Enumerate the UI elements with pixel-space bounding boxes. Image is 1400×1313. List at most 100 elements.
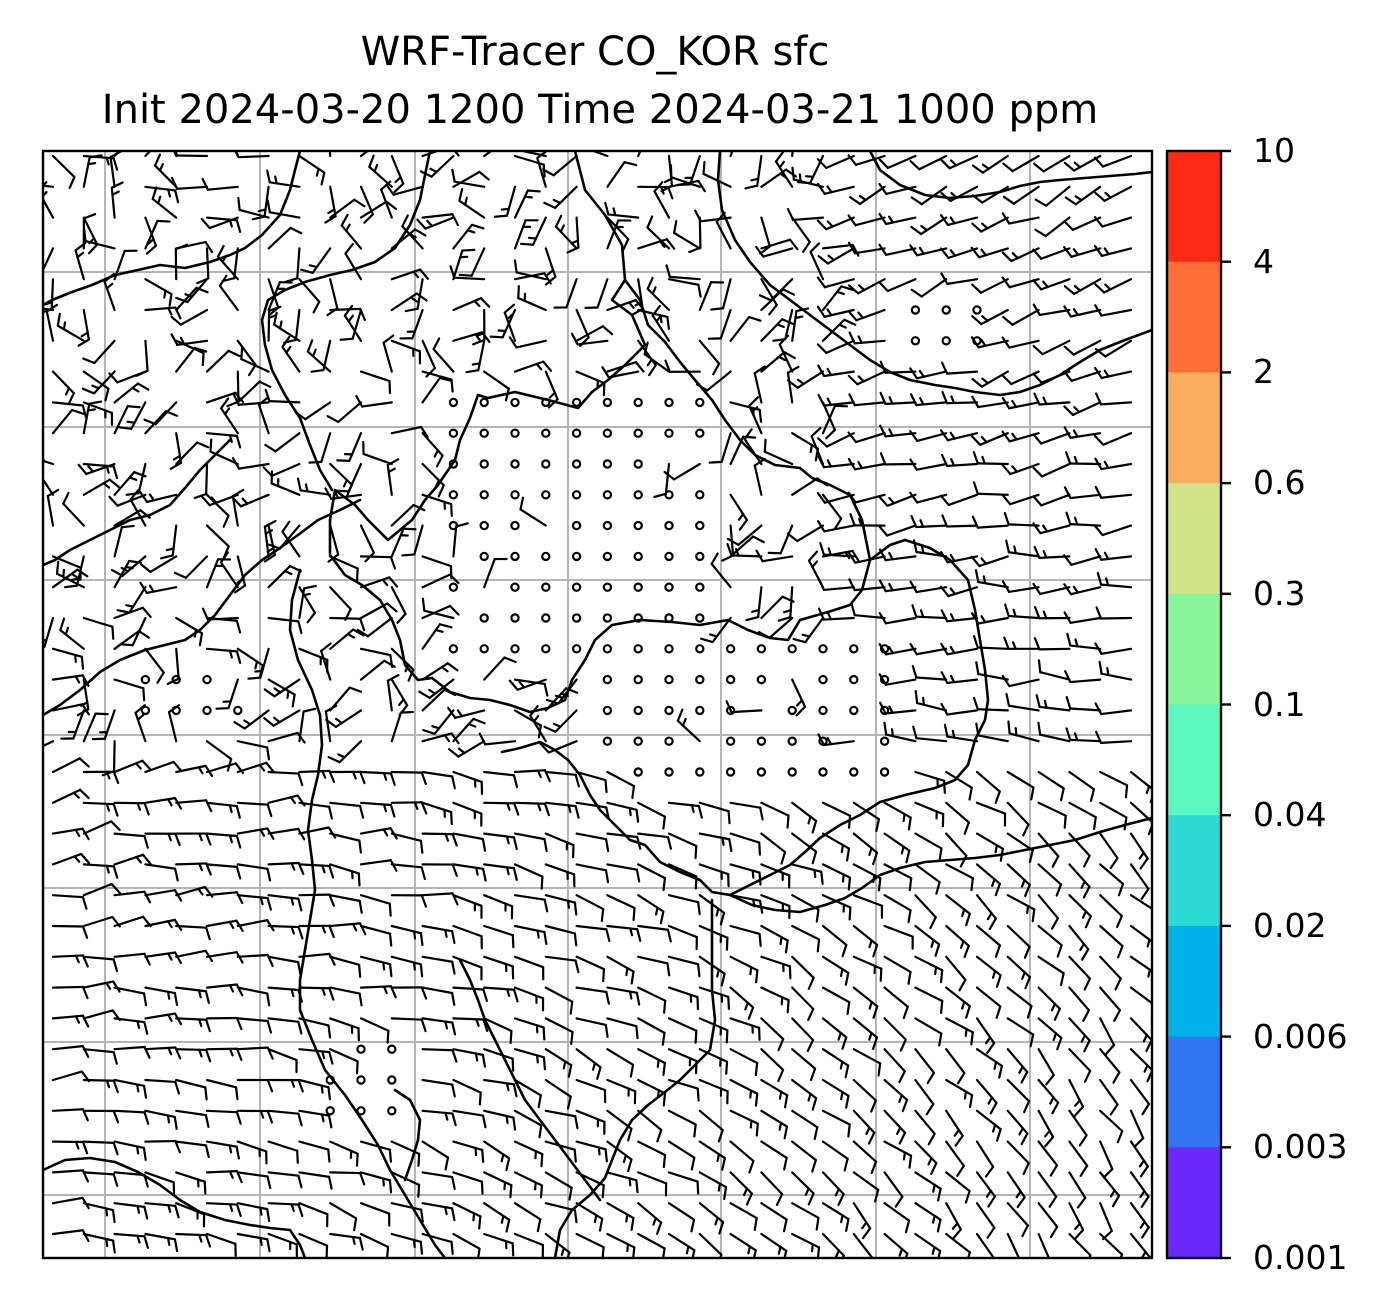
wind-barb [298, 154, 326, 186]
wind-barb [584, 278, 609, 309]
wind-barb [205, 1202, 242, 1218]
wind-barb [575, 1140, 608, 1163]
wind-barb [113, 630, 150, 650]
wind-barb [878, 493, 917, 507]
calm-wind-marker [571, 459, 582, 469]
wind-barb [236, 1202, 271, 1223]
wind-barb [308, 432, 332, 464]
wind-barb [298, 1048, 334, 1065]
wind-barb [390, 647, 415, 682]
calm-wind-marker [356, 1106, 366, 1116]
wind-barb [390, 425, 429, 439]
wind-barb [1093, 154, 1133, 168]
wind-barb [708, 432, 732, 464]
wind-barb [1032, 303, 1071, 317]
wind-barb [483, 1232, 515, 1257]
wind-barb [51, 401, 88, 419]
wind-barb [1006, 986, 1033, 1019]
wind-barb [786, 365, 800, 404]
wind-barb [205, 983, 244, 997]
calm-wind-marker [787, 767, 797, 777]
calm-wind-marker [633, 459, 643, 469]
wind-barb [236, 1017, 273, 1034]
wind-barb [729, 1048, 759, 1077]
wind-barb [821, 1017, 848, 1050]
wind-barb [939, 214, 979, 227]
wind-barb [144, 278, 173, 308]
wind-barb [637, 1140, 667, 1169]
wind-barb [421, 863, 458, 877]
calm-wind-marker [756, 674, 767, 685]
wind-barb [544, 247, 557, 286]
wind-barb [1068, 924, 1090, 961]
wind-barb [404, 278, 424, 313]
wind-barb [452, 955, 483, 981]
wind-barb [817, 364, 855, 378]
wind-barb [879, 424, 917, 438]
wind-barb [113, 249, 138, 281]
wind-barb [356, 616, 393, 638]
wind-barb [483, 557, 508, 589]
wind-barb [606, 1109, 633, 1142]
calm-wind-marker [602, 736, 613, 746]
wind-barb [421, 1140, 450, 1171]
wind-barb [878, 182, 917, 195]
wind-barb [883, 894, 912, 924]
wind-barb [401, 214, 424, 250]
wind-barb [452, 1048, 487, 1068]
wind-barb [175, 1171, 207, 1195]
calm-wind-marker [510, 490, 520, 500]
wind-barb [1068, 986, 1091, 1022]
wind-barb [945, 1202, 962, 1240]
wind-barb [821, 832, 851, 862]
wind-barb [637, 924, 672, 943]
wind-barb [452, 331, 491, 344]
wind-barb [483, 1048, 515, 1072]
wind-barb [236, 740, 271, 761]
wind-barb [452, 1078, 482, 1106]
wind-barb [447, 706, 486, 719]
wind-barb [77, 462, 116, 476]
wind-barb [421, 924, 456, 945]
wind-barb [637, 801, 666, 830]
wind-barb [1037, 659, 1071, 681]
wind-barb [852, 955, 883, 982]
wind-barb [170, 308, 209, 326]
wind-barb [144, 1109, 178, 1130]
wind-barb [82, 980, 121, 993]
wind-barb [139, 581, 178, 595]
wind-barb [144, 185, 180, 204]
wind-barb [452, 170, 490, 188]
wind-barb [344, 242, 363, 281]
wind-barb [606, 1171, 639, 1194]
wind-barb [386, 673, 400, 712]
calm-wind-marker [387, 1075, 397, 1085]
wind-barb [847, 214, 886, 227]
wind-barb [971, 395, 1009, 409]
calm-wind-marker [448, 397, 459, 408]
calm-wind-marker [695, 644, 705, 654]
wind-barb [329, 770, 366, 785]
wind-barb [113, 952, 151, 966]
colorbar-segment [1167, 1036, 1221, 1148]
wind-barb [850, 602, 886, 620]
wind-barb [281, 520, 301, 558]
wind-barb [676, 708, 701, 743]
wind-barb [575, 1017, 609, 1038]
wind-barb [51, 1229, 90, 1242]
wind-barb [945, 1048, 966, 1085]
wind-barb [821, 1078, 850, 1109]
calm-wind-marker [879, 767, 890, 777]
wind-barb [698, 1140, 726, 1171]
wind-barb [667, 1232, 696, 1258]
wind-barb [390, 1232, 424, 1255]
wind-barb [1099, 832, 1119, 870]
calm-wind-marker [479, 490, 489, 500]
colorbar-tick-label: 0.02 [1253, 905, 1327, 945]
wind-barb [1068, 1017, 1091, 1053]
wind-barb [911, 604, 948, 620]
wind-barb [421, 213, 459, 227]
wind-barb [298, 893, 335, 907]
wind-barb [220, 397, 239, 435]
wind-barb [51, 757, 90, 774]
